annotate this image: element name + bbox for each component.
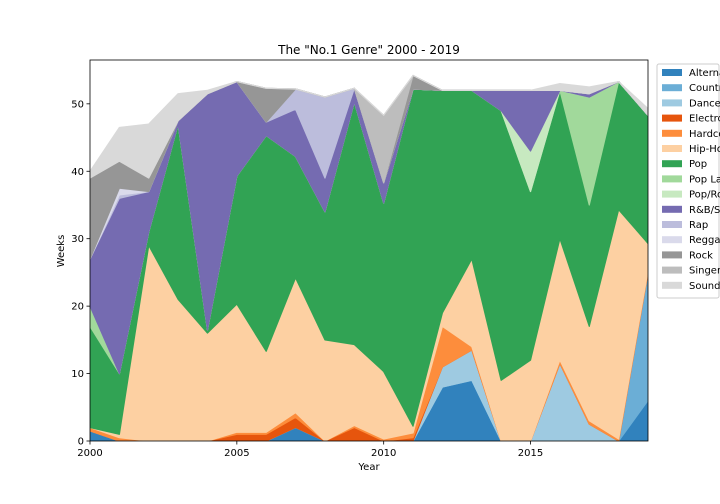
legend-label: Dance xyxy=(689,98,720,109)
legend-swatch xyxy=(662,160,682,168)
legend-swatch xyxy=(662,99,682,107)
legend-swatch xyxy=(662,281,682,289)
stacked-areas xyxy=(90,74,648,441)
legend-label: Hardcore xyxy=(689,129,720,140)
legend-swatch xyxy=(662,84,682,92)
legend-swatch xyxy=(662,175,682,183)
legend-item: R&B/Soul xyxy=(662,205,720,216)
legend-label: Hip-Hop xyxy=(689,144,720,155)
legend-swatch xyxy=(662,129,682,137)
y-tick-label: 10 xyxy=(71,369,84,380)
legend-swatch xyxy=(662,190,682,198)
x-tick-label: 2005 xyxy=(224,448,249,459)
legend-label: Soundtrack xyxy=(689,281,720,292)
legend-swatch xyxy=(662,145,682,152)
x-tick-label: 2000 xyxy=(77,448,102,459)
legend-label: Electronic xyxy=(689,114,720,125)
legend-item: Electronic xyxy=(662,114,720,125)
legend-label: Rap xyxy=(689,220,708,231)
legend-label: Pop xyxy=(689,159,707,170)
legend-item: Dance xyxy=(662,98,720,109)
legend-label: Alternative xyxy=(689,68,720,79)
x-tick-label: 2010 xyxy=(371,448,396,459)
legend-item: Alternative xyxy=(662,68,720,79)
y-tick-label: 30 xyxy=(71,234,84,245)
x-axis-label: Year xyxy=(357,462,380,473)
legend-label: Country xyxy=(689,83,720,94)
legend-swatch xyxy=(662,236,682,244)
legend-item: Rock xyxy=(662,250,713,261)
y-axis: 0 10 20 30 40 50 xyxy=(71,99,90,448)
legend-item: Hip-Hop xyxy=(662,144,720,155)
x-tick-label: 2015 xyxy=(518,448,543,459)
legend-swatch xyxy=(662,69,682,76)
legend-item: Pop/Rock xyxy=(662,190,720,201)
x-axis: 2000 2005 2010 2015 xyxy=(77,441,543,459)
legend-label: R&B/Soul xyxy=(689,205,720,216)
chart-title: The "No.1 Genre" 2000 - 2019 xyxy=(277,43,460,57)
y-tick-label: 20 xyxy=(71,302,84,313)
legend-item: Pop Latino xyxy=(662,174,720,185)
legend-swatch xyxy=(662,221,682,228)
legend-label: Rock xyxy=(689,250,713,261)
legend-swatch xyxy=(662,266,682,274)
legend-item: Hardcore xyxy=(662,129,720,140)
legend-item: Country xyxy=(662,83,720,94)
legend-label: Reggae xyxy=(689,235,720,246)
legend-swatch xyxy=(662,114,682,122)
legend-item: Rap xyxy=(662,220,708,231)
y-tick-label: 0 xyxy=(78,437,84,448)
legend-swatch xyxy=(662,251,682,259)
y-tick-label: 50 xyxy=(71,99,84,110)
legend-label: Pop/Rock xyxy=(689,190,720,201)
area-soundtrack xyxy=(90,74,648,179)
legend-item: Soundtrack xyxy=(662,281,720,292)
y-tick-label: 40 xyxy=(71,167,84,178)
legend-label: Singer xyxy=(689,266,720,277)
plot-frame xyxy=(89,59,649,442)
legend-swatch xyxy=(662,205,682,213)
legend-item: Singer xyxy=(662,266,720,277)
legend: Alternative Country Dance Electronic Hardcor… xyxy=(656,63,720,299)
legend-item: Pop xyxy=(662,159,707,170)
legend-item: Reggae xyxy=(662,235,720,246)
legend-label: Pop Latino xyxy=(689,174,720,185)
y-axis-label: Weeks xyxy=(56,235,67,268)
